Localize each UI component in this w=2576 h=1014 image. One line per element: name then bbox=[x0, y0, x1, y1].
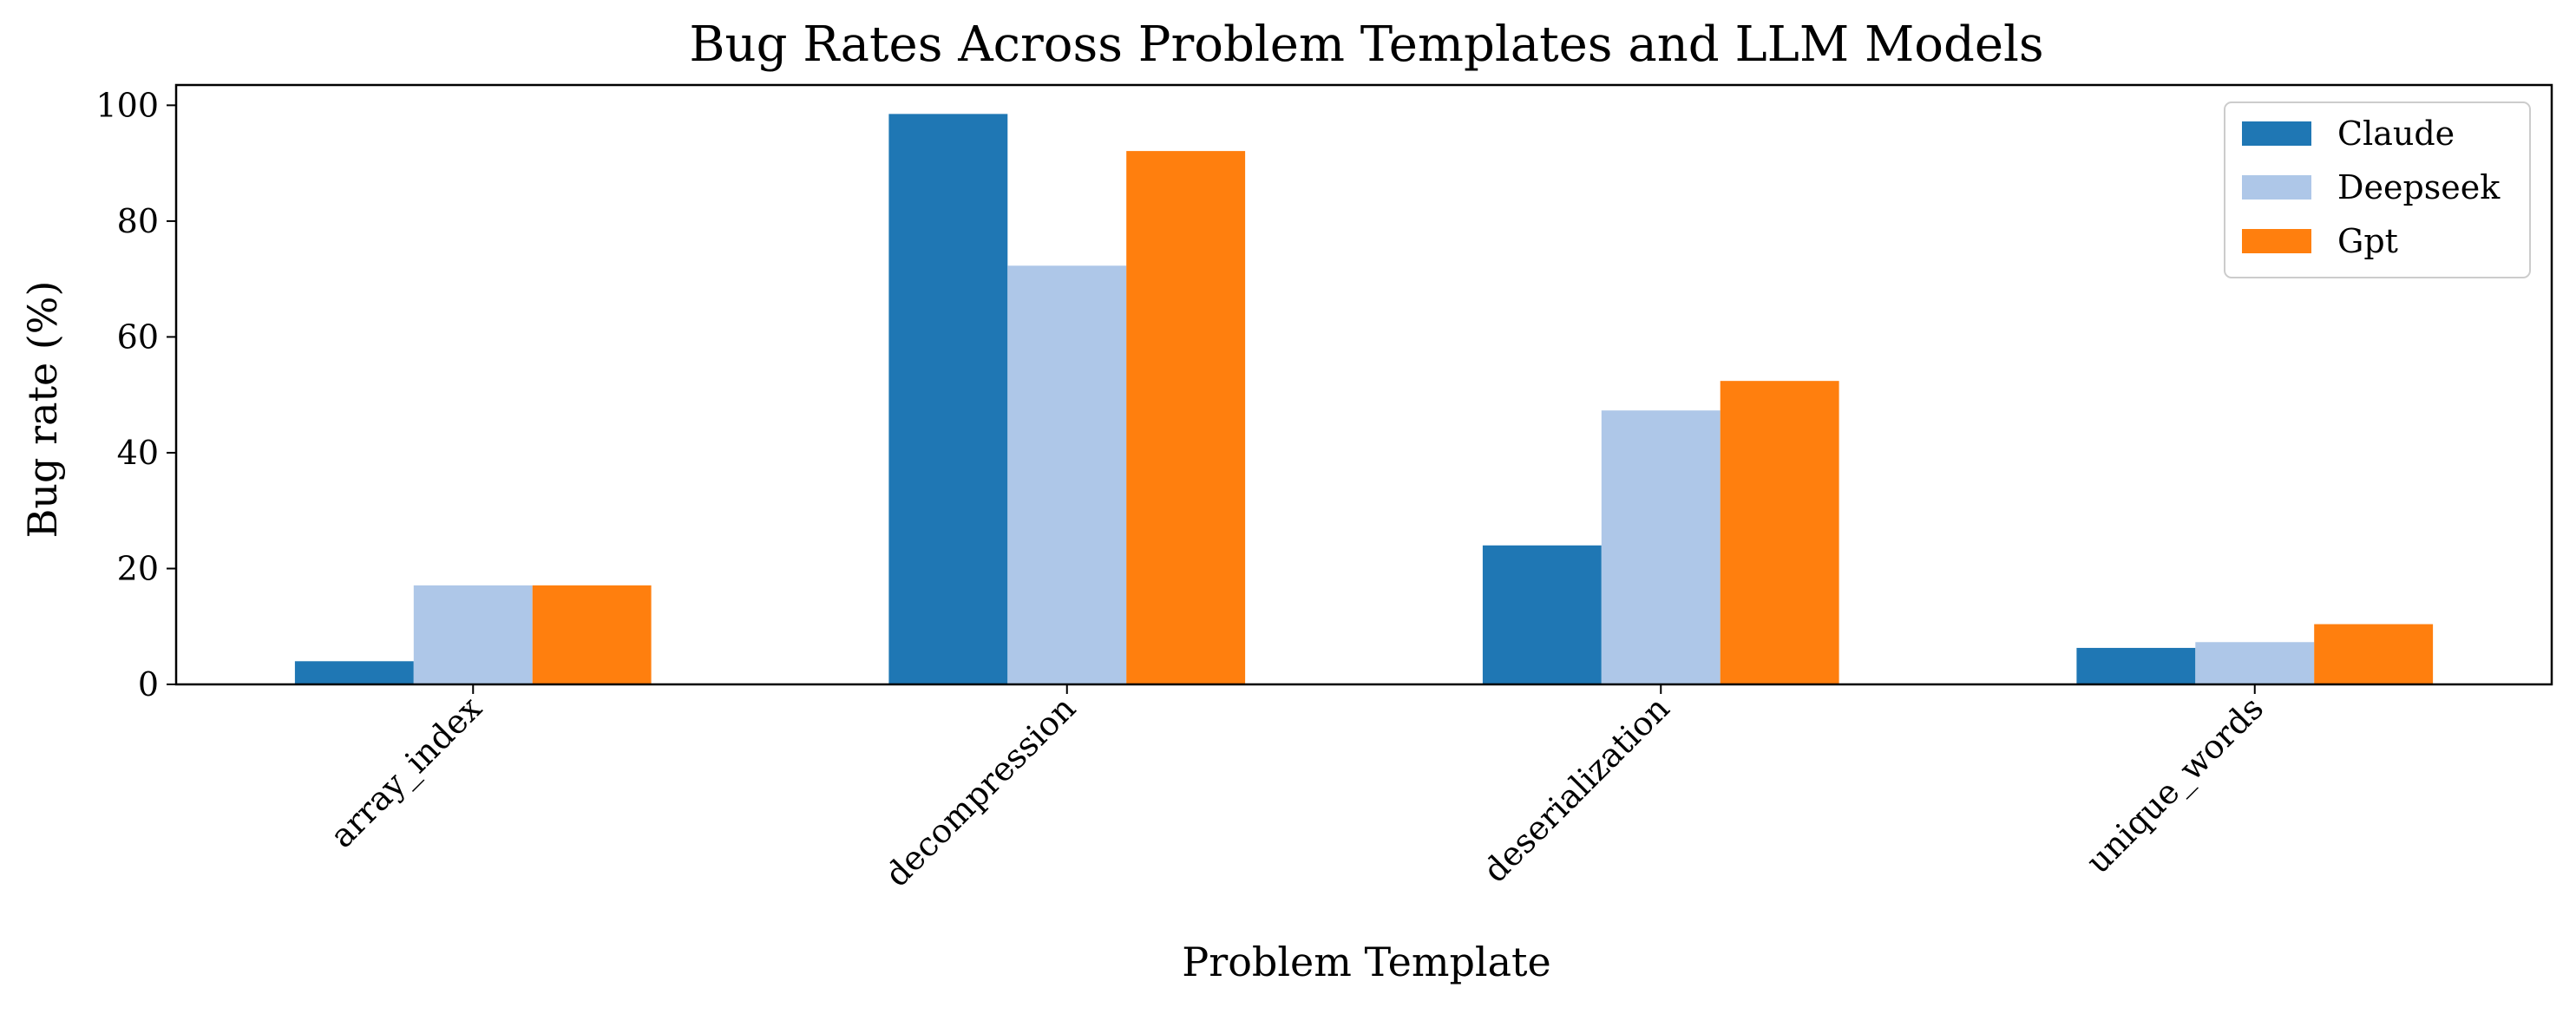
bar-gpt-array_index bbox=[532, 585, 652, 684]
bar-gpt-deserialization bbox=[1720, 381, 1839, 684]
bar-deepseek-unique_words bbox=[2195, 642, 2315, 684]
legend-label-claude: Claude bbox=[2337, 114, 2455, 153]
bar-gpt-decompression bbox=[1126, 151, 1246, 685]
legend-label-gpt: Gpt bbox=[2337, 222, 2398, 260]
y-tick-label: 80 bbox=[117, 202, 159, 240]
bar-claude-unique_words bbox=[2076, 647, 2196, 684]
legend-swatch-claude bbox=[2242, 121, 2311, 146]
bar-deepseek-array_index bbox=[413, 585, 533, 684]
bar-deepseek-deserialization bbox=[1601, 410, 1721, 684]
bar-gpt-unique_words bbox=[2314, 624, 2434, 684]
x-axis-label: Problem Template bbox=[1182, 939, 1551, 985]
bar-claude-decompression bbox=[888, 114, 1008, 684]
y-tick-label: 0 bbox=[138, 665, 159, 703]
y-tick-label: 100 bbox=[95, 86, 159, 124]
bar-claude-array_index bbox=[294, 661, 414, 684]
y-tick-label: 20 bbox=[117, 549, 159, 587]
y-axis-label: Bug rate (%) bbox=[19, 281, 66, 539]
chart-title: Bug Rates Across Problem Templates and L… bbox=[689, 16, 2043, 73]
legend: Claude Deepseek Gpt bbox=[2224, 101, 2531, 278]
y-tick-label: 40 bbox=[117, 434, 159, 472]
legend-label-deepseek: Deepseek bbox=[2337, 168, 2501, 206]
plot-frame bbox=[174, 83, 2553, 686]
bar-deepseek-decompression bbox=[1007, 265, 1127, 684]
legend-swatch-deepseek bbox=[2242, 175, 2311, 200]
y-tick-label: 60 bbox=[117, 317, 159, 356]
legend-swatch-gpt bbox=[2242, 229, 2311, 253]
bar-claude-deserialization bbox=[1482, 545, 1602, 684]
